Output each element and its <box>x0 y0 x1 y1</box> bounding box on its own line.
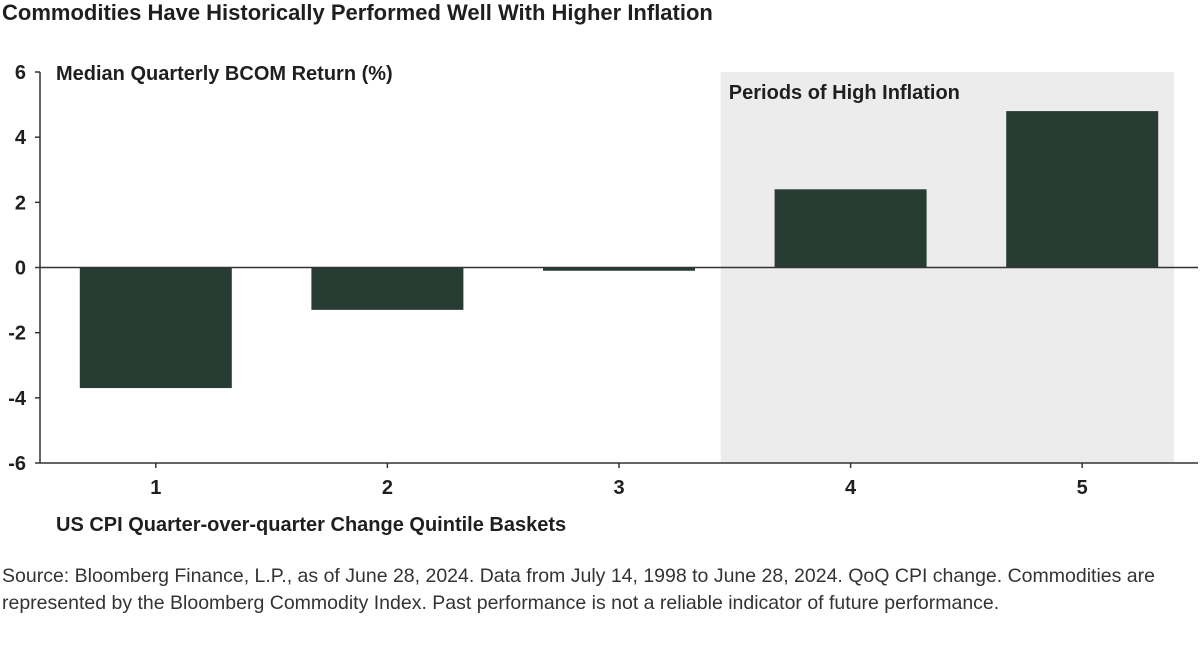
high-inflation-label: Periods of High Inflation <box>729 82 960 104</box>
bar-quintile-2 <box>311 267 464 310</box>
bar-quintile-1 <box>79 267 232 389</box>
x-tick-label: 1 <box>150 477 161 499</box>
bar-chart: Periods of High Inflation 6 4 2 0 -2 -4 -6 1 2 3… <box>8 62 1198 536</box>
y-tick-label: 2 <box>15 192 26 214</box>
x-tick-label: 5 <box>1077 477 1088 499</box>
y-tick-label: 0 <box>15 258 26 280</box>
bar-quintile-5 <box>1006 111 1159 268</box>
y-axis-label: Median Quarterly BCOM Return (%) <box>56 63 393 85</box>
y-tick-label: 4 <box>15 127 27 149</box>
y-tick-label: -6 <box>8 453 26 475</box>
source-note: Source: Bloomberg Finance, L.P., as of J… <box>2 565 1155 614</box>
bar-quintile-4 <box>774 189 927 268</box>
x-tick-label: 2 <box>382 477 393 499</box>
y-tick-label: -4 <box>8 388 27 410</box>
x-axis-label: US CPI Quarter-over-quarter Change Quint… <box>56 514 566 536</box>
bar-quintile-3 <box>543 267 695 271</box>
y-tick-label: 6 <box>15 62 26 84</box>
chart-title: Commodities Have Historically Performed … <box>2 0 713 25</box>
x-tick-label: 3 <box>613 477 624 499</box>
x-tick-label: 4 <box>845 477 857 499</box>
y-tick-label: -2 <box>8 323 26 345</box>
chart-area: Periods of High Inflation 6 4 2 0 -2 -4 -6 1 2 3… <box>8 62 1198 536</box>
